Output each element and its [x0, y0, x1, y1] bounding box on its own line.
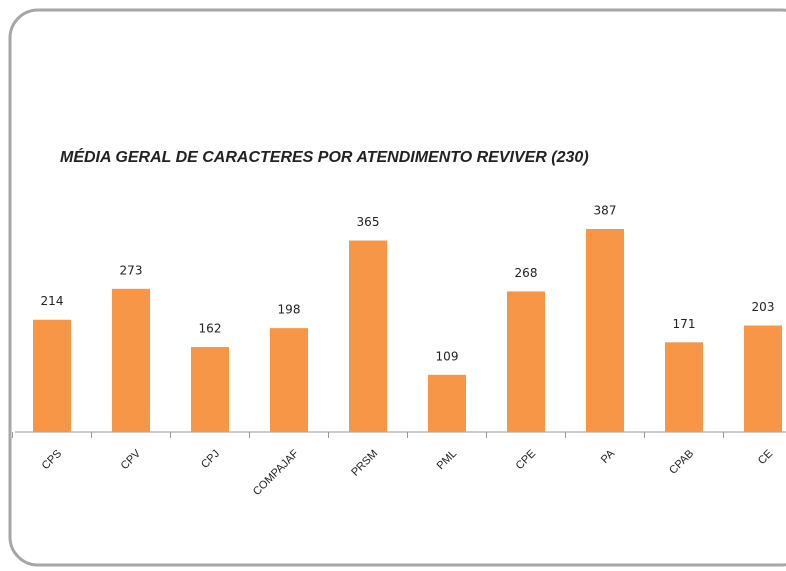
data-label: 162	[199, 322, 222, 336]
chart-title: MÉDIA GERAL DE CARACTERES POR ATENDIMENT…	[60, 147, 589, 166]
data-label: 171	[673, 317, 696, 331]
bar	[665, 342, 703, 432]
data-label: 214	[41, 294, 64, 308]
frame	[8, 8, 786, 567]
bar	[586, 229, 624, 432]
bar	[112, 288, 150, 432]
data-label: 203	[752, 300, 775, 314]
data-label: 387	[594, 204, 617, 218]
data-label: 268	[515, 266, 538, 280]
data-label: 365	[357, 215, 380, 229]
bar	[744, 325, 782, 432]
bar	[507, 291, 545, 432]
bar	[270, 328, 308, 432]
bar	[33, 319, 71, 432]
bar	[349, 240, 387, 432]
bar	[428, 374, 466, 432]
data-label: 109	[436, 349, 459, 363]
data-label: 273	[120, 263, 143, 277]
data-label: 198	[278, 303, 301, 317]
bar	[191, 347, 229, 432]
